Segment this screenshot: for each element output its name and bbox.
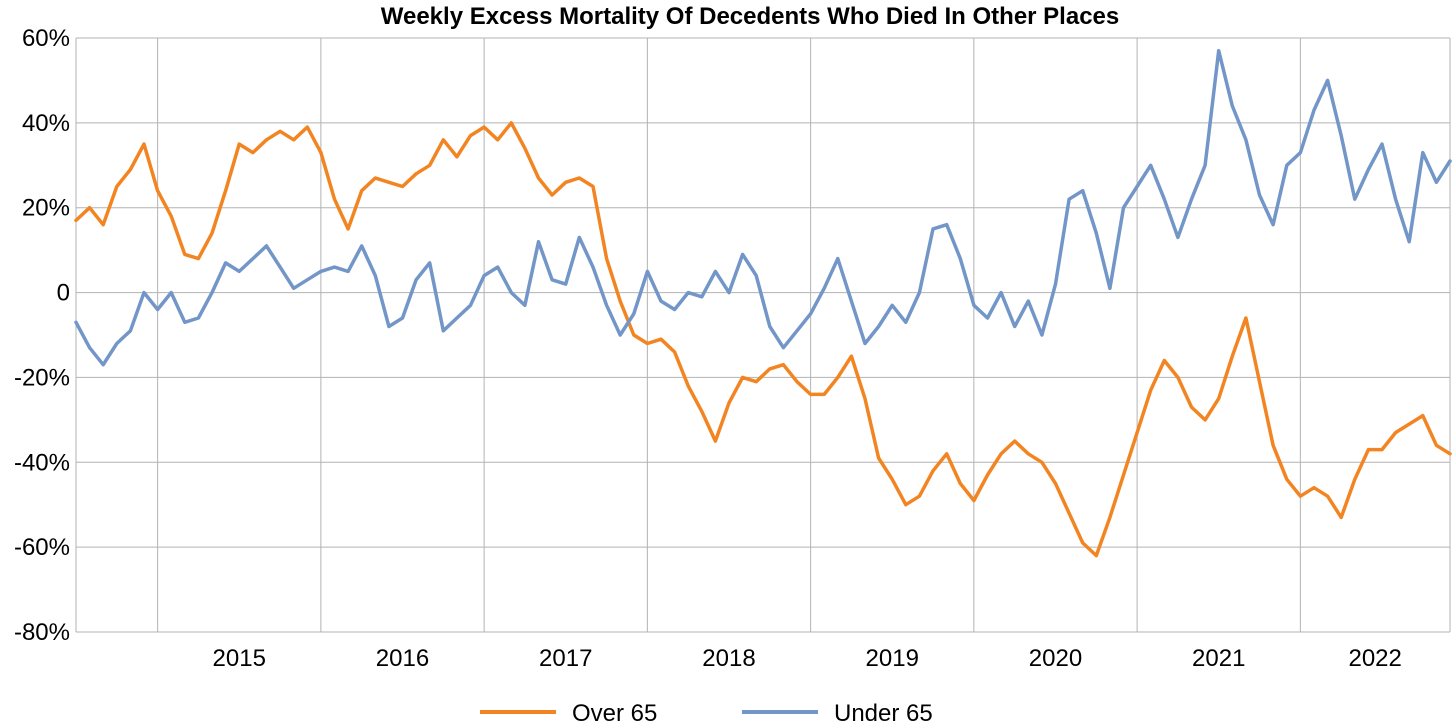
y-tick-label: 40% xyxy=(22,110,70,137)
x-tick-label: 2020 xyxy=(1029,645,1082,672)
x-tick-label: 2021 xyxy=(1192,645,1245,672)
chart-title: Weekly Excess Mortality Of Decedents Who… xyxy=(381,3,1119,30)
x-tick-label: 2022 xyxy=(1348,645,1401,672)
legend-label-under-65: Under 65 xyxy=(834,700,933,727)
y-tick-label: -80% xyxy=(14,619,70,646)
grid-lines xyxy=(75,37,1451,633)
legend: Over 65 Under 65 xyxy=(480,700,933,727)
x-tick-label: 2018 xyxy=(702,645,755,672)
y-tick-label: -20% xyxy=(14,364,70,391)
x-tick-label: 2015 xyxy=(213,645,266,672)
series-line-under-65 xyxy=(74,48,1452,367)
series-line-over-65 xyxy=(74,121,1452,558)
series-lines xyxy=(74,48,1452,558)
x-tick-label: 2019 xyxy=(866,645,919,672)
legend-label-over-65: Over 65 xyxy=(572,700,657,727)
y-tick-label: 0 xyxy=(57,280,70,307)
x-tick-label: 2016 xyxy=(376,645,429,672)
y-tick-label: 20% xyxy=(22,195,70,222)
y-tick-label: -60% xyxy=(14,534,70,561)
y-tick-label: -40% xyxy=(14,449,70,476)
x-tick-label: 2017 xyxy=(539,645,592,672)
axis-tick-labels: 60% 40% 20% 0 -20% -40% -60% -80% 2015 2016 2017 20… xyxy=(14,25,1402,672)
y-tick-label: 60% xyxy=(22,25,70,52)
